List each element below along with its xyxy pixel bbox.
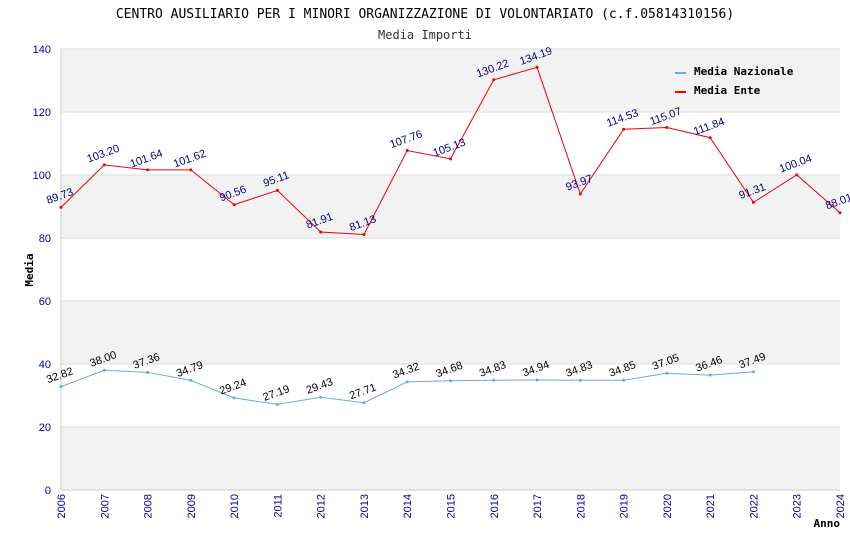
y-tick-label: 80: [39, 233, 51, 245]
x-tick-label: 2008: [143, 494, 155, 518]
x-tick-label: 2013: [359, 494, 371, 518]
data-label: 100.04: [778, 153, 814, 176]
data-point: [189, 378, 193, 382]
x-tick-label: 2017: [532, 494, 544, 518]
y-tick-label: 0: [45, 485, 51, 497]
plot-band: [61, 49, 840, 112]
y-tick-label: 40: [39, 359, 51, 371]
x-tick-label: 2019: [619, 494, 631, 518]
data-point: [102, 368, 106, 372]
data-point: [362, 232, 366, 236]
data-point: [578, 378, 582, 382]
plot-band: [61, 175, 840, 238]
data-point: [362, 401, 366, 405]
x-tick-label: 2022: [748, 494, 760, 518]
data-point: [275, 402, 279, 406]
data-label: 29.43: [305, 376, 335, 397]
legend-label-ente: Media Ente: [694, 84, 761, 97]
data-point: [708, 373, 712, 377]
data-point: [449, 379, 452, 383]
data-point: [405, 380, 409, 384]
data-label: 29.24: [218, 377, 248, 398]
data-point: [405, 149, 409, 153]
x-tick-label: 2010: [229, 494, 241, 518]
data-point: [838, 211, 842, 215]
data-point: [492, 378, 496, 382]
x-tick-label: 2014: [402, 494, 414, 518]
data-point: [232, 396, 236, 400]
y-tick-label: 120: [33, 107, 51, 119]
data-point: [102, 163, 106, 167]
data-point: [751, 370, 755, 374]
data-point: [708, 136, 712, 140]
data-point: [665, 371, 669, 375]
y-tick-label: 100: [33, 170, 51, 182]
x-tick-label: 2011: [272, 494, 284, 518]
data-point: [449, 157, 452, 161]
legend: Media Nazionale Media Ente: [675, 65, 794, 97]
plot-band: [61, 301, 840, 364]
data-point: [146, 168, 150, 172]
x-tick-label: 2015: [446, 494, 458, 518]
plot-band: [61, 427, 840, 490]
x-tick-label: 2024: [835, 494, 847, 518]
x-tick-label: 2023: [792, 494, 804, 518]
data-label: 101.64: [129, 148, 165, 171]
data-label: 111.84: [692, 116, 726, 138]
data-label: 27.71: [348, 382, 378, 403]
legend-label-nazionale: Media Nazionale: [694, 65, 794, 78]
data-point: [795, 173, 799, 177]
x-tick-label: 2012: [316, 494, 328, 518]
x-tick-label: 2006: [56, 494, 68, 518]
x-tick-label: 2018: [575, 494, 587, 518]
x-tick-label: 2007: [99, 494, 111, 518]
data-point: [622, 378, 626, 382]
data-label: 105.13: [432, 137, 468, 160]
x-tick-label: 2021: [705, 494, 717, 518]
y-tick-label: 140: [33, 44, 51, 56]
data-point: [751, 200, 755, 204]
y-tick-label: 60: [39, 296, 51, 308]
data-point: [59, 385, 63, 389]
data-point: [492, 78, 496, 82]
data-point: [578, 192, 582, 196]
x-tick-label: 2020: [662, 494, 674, 518]
data-point: [59, 205, 63, 209]
y-axis-label: Media: [23, 253, 36, 286]
data-label: 101.62: [172, 148, 208, 171]
data-point: [232, 203, 236, 207]
data-point: [189, 168, 193, 172]
data-point: [535, 65, 539, 69]
x-tick-label: 2009: [186, 494, 198, 518]
data-label: 107.76: [388, 128, 424, 151]
data-point: [535, 378, 539, 382]
data-point: [319, 395, 323, 399]
chart-title: CENTRO AUSILIARIO PER I MINORI ORGANIZZA…: [116, 7, 734, 22]
data-point: [275, 188, 279, 192]
x-tick-label: 2016: [489, 494, 501, 518]
data-point: [146, 370, 150, 374]
y-tick-label: 20: [39, 422, 51, 434]
data-label: 103.20: [85, 143, 121, 166]
data-label: 27.19: [261, 383, 291, 404]
chart-subtitle: Media Importi: [378, 28, 472, 42]
data-point: [622, 127, 626, 131]
x-axis-label: Anno: [814, 517, 841, 530]
data-point: [665, 126, 669, 130]
data-point: [319, 230, 323, 234]
